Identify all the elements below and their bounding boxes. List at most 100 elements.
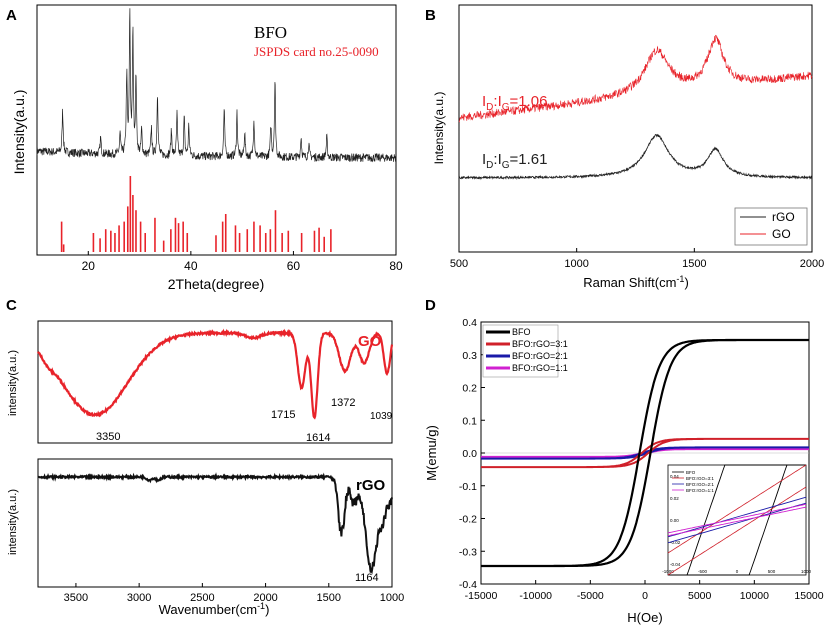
rgo-label: rGO: [356, 477, 386, 494]
a-xtick-label-40: 40: [184, 259, 198, 273]
legend-d-11: BFO:rGO=1:1: [512, 363, 568, 373]
c-xtick-label-2000: 2000: [253, 592, 277, 604]
panel-b: B 500 1000 1500 2000 ID:IG=1.06 ID:IG=1.61 …: [425, 4, 824, 290]
inset-legend: BFO BFO:rGO=3:1 BFO:rGO=2:1 BFO:rGO=1:1: [672, 470, 714, 493]
inset-ytick--0.04: -0.04: [670, 562, 681, 567]
inset-loop-1-a: [667, 464, 807, 554]
legend-b-rgo: rGO: [772, 210, 795, 224]
panel-d-label: D: [425, 297, 436, 314]
inset-xtick-500: 500: [768, 569, 776, 574]
d-ytick-label--0.4: -0.4: [459, 579, 477, 591]
ratio-go-i1: I: [482, 93, 486, 110]
mh-loop-1: [481, 437, 809, 469]
inset-xtick-1000: 1000: [801, 569, 812, 574]
d-ytick-label--0.1: -0.1: [459, 481, 477, 493]
inset-loop-1-b: [667, 486, 807, 576]
inset-loop-3-a: [667, 503, 807, 534]
inset-xtick--500: -500: [698, 569, 708, 574]
d-ytick-label-0.2: 0.2: [462, 383, 477, 395]
inset-loop-0-b: [668, 464, 806, 576]
panel-c-xlabel: Wavenumber(cm-1): [159, 601, 270, 617]
d-xtick-label-5000: 5000: [688, 590, 712, 602]
panel-d: D -15000 -10000 -5000 0 5000 10000 15000-0.4-0…: [424, 297, 824, 625]
d-xtick-label--15000: -15000: [465, 590, 498, 602]
ratio-rgo-g: G: [502, 160, 510, 171]
inset-loop-2-a: [667, 496, 807, 538]
legend-b-go: GO: [772, 227, 791, 241]
raman-go-line: [458, 34, 813, 123]
ratio-label-rgo: ID:IG=1.61: [482, 151, 548, 171]
xrd-pattern-line: [36, 8, 397, 163]
panel-a: A 20 40 60 80 BFO JSPDS card no.25-0090 2Th…: [6, 4, 403, 292]
panel-b-label: B: [425, 7, 436, 24]
ratio-go-value: =1.06: [510, 93, 548, 110]
c-peak-1715: 1715: [271, 409, 295, 421]
panel-c-ylabel-bottom: intensity(a.u.): [7, 489, 19, 555]
ratio-go-g: G: [502, 102, 510, 113]
inset-xtick-0: 0: [736, 569, 739, 574]
d-ytick-label--0.2: -0.2: [459, 514, 477, 526]
ftir-rgo-line: [37, 472, 393, 575]
ratio-go-mid: :I: [493, 93, 501, 110]
panel-b-legend: rGO GO: [734, 207, 808, 246]
c-xtick-label-1000: 1000: [380, 592, 404, 604]
raman-rgo-line: [458, 133, 813, 181]
legend-d-31: BFO:rGO=3:1: [512, 339, 568, 349]
d-ytick-label-0.0: 0.0: [462, 448, 477, 460]
ratio-rgo-value: =1.61: [510, 151, 548, 168]
panel-c-top-frame: [37, 320, 393, 444]
a-xtick-label-20: 20: [82, 259, 96, 273]
d-xtick-label-0: 0: [642, 590, 648, 602]
legend-d-21: BFO:rGO=2:1: [512, 351, 568, 361]
panel-b-frame: [458, 4, 813, 253]
c-xtick-label-2500: 2500: [190, 592, 214, 604]
d-xtick-label--10000: -10000: [519, 590, 552, 602]
ratio-rgo-i1: I: [482, 151, 486, 168]
svg-text:ID:IG=1.06: ID:IG=1.06: [482, 93, 548, 113]
ratio-rgo-mid: :I: [493, 151, 501, 168]
inset-legend-11: BFO:rGO=1:1: [686, 488, 714, 493]
mh-loop-3: [481, 448, 809, 458]
panel-a-frame: [36, 4, 397, 256]
mh-loop-0: [481, 338, 809, 568]
b-xtick-label-1000: 1000: [564, 258, 588, 270]
c-peak-3350: 3350: [96, 431, 120, 443]
inset-loop-0-a: [668, 464, 806, 576]
c-peak-1039: 1039: [370, 411, 393, 422]
panel-c-label: C: [6, 297, 17, 314]
c-xtick-label-3500: 3500: [64, 592, 88, 604]
inset-loop-2-b: [667, 502, 807, 544]
inset-legend-31: BFO:rGO=3:1: [686, 476, 714, 481]
inset-ytick-0.02: 0.02: [670, 496, 679, 501]
a-xtick-label-60: 60: [287, 259, 301, 273]
panel-b-xlabel: Raman Shift(cm-1): [583, 274, 689, 290]
inset-legend-21: BFO:rGO=2:1: [686, 482, 714, 487]
c-peak-1372: 1372: [331, 397, 355, 409]
panel-d-ylabel: M(emu/g): [424, 425, 439, 481]
b-xtick-label-1500: 1500: [682, 258, 706, 270]
legend-d-bfo: BFO: [512, 327, 531, 337]
c-xtick-label-3000: 3000: [127, 592, 151, 604]
inset-loop-3-b: [667, 506, 807, 537]
c-xtick-label-1500: 1500: [317, 592, 341, 604]
b-xtick-label-500: 500: [450, 258, 468, 270]
d-xtick-label-15000: 15000: [794, 590, 823, 602]
inset-ytick--0.02: -0.02: [670, 540, 681, 545]
panel-c: C 3500 3000 2500 2000 1500 1000 GO rGO 3350 1…: [6, 297, 404, 617]
d-xtick-label-10000: 10000: [740, 590, 769, 602]
go-label: GO: [358, 333, 382, 350]
panel-a-label: A: [6, 7, 17, 24]
mh-loop-2: [481, 446, 809, 460]
panel-b-ylabel: Intensity(a.u.): [432, 92, 446, 165]
c-peak-1164: 1164: [355, 572, 379, 584]
inset-legend-bfo: BFO: [686, 470, 696, 475]
ratio-go-d: D: [486, 102, 493, 113]
c-peak-1614: 1614: [306, 432, 330, 444]
d-xtick-label--5000: -5000: [577, 590, 604, 602]
panel-c-bottom-frame: [37, 458, 393, 588]
inset-ytick-0.04: 0.04: [670, 474, 679, 479]
panel-a-xlabel: 2Theta(degree): [168, 276, 265, 292]
d-ytick-label-0.1: 0.1: [462, 415, 477, 427]
svg-text:ID:IG=1.61: ID:IG=1.61: [482, 151, 548, 171]
